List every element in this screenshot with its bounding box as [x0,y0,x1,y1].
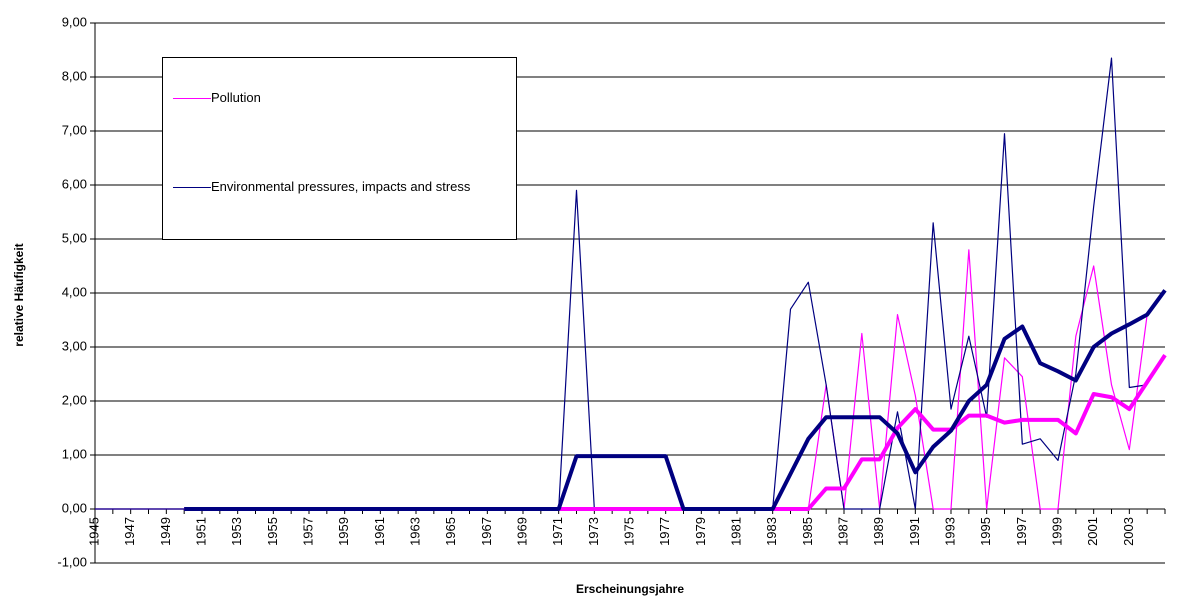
x-tick-label: 1981 [728,517,743,546]
x-tick-label: 1999 [1049,517,1064,546]
x-tick-label: 1963 [407,517,422,546]
y-tick-label: 3,00 [62,338,87,353]
x-tick-label: 1949 [158,517,173,546]
x-tick-label: 1967 [479,517,494,546]
y-tick-label: 8,00 [62,68,87,83]
x-tick-label: 1977 [657,517,672,546]
x-tick-label: 1973 [586,517,601,546]
x-tick-label: 1983 [764,517,779,546]
y-axis-label: relative Häufigkeit [12,243,26,346]
x-tick-label: 1971 [550,517,565,546]
x-tick-label: 1953 [229,517,244,546]
x-tick-label: 1993 [942,517,957,546]
x-tick-label: 1979 [693,517,708,546]
x-tick-label: 1989 [871,517,886,546]
legend-label: Pollution [211,90,261,105]
legend-swatch [173,187,211,188]
x-tick-label: 1975 [621,517,636,546]
x-tick-label: 1997 [1014,517,1029,546]
legend: Pollution Environmental pressures, impact… [162,57,517,240]
legend-label: Environmental pressures, impacts and str… [211,179,471,194]
x-tick-label: 1959 [336,517,351,546]
y-tick-label: 5,00 [62,230,87,245]
x-tick-label: 1951 [193,517,208,546]
y-tick-label: 7,00 [62,122,87,137]
x-tick-label: 1969 [514,517,529,546]
legend-item: Pollution [173,90,506,106]
x-tick-label: 1987 [835,517,850,546]
y-tick-label: 0,00 [62,500,87,515]
y-tick-label: 4,00 [62,284,87,299]
series-line [184,289,1167,511]
y-tick-label: -1,00 [57,554,87,569]
y-tick-label: 1,00 [62,446,87,461]
x-tick-label: 1955 [265,517,280,546]
x-tick-label: 2003 [1121,517,1136,546]
y-tick-label: 2,00 [62,392,87,407]
x-axis-label: Erscheinungsjahre [576,582,684,596]
y-tick-label: 9,00 [62,14,87,29]
x-tick-label: 2001 [1085,517,1100,546]
x-tick-label: 1995 [978,517,993,546]
legend-swatch [173,98,211,99]
x-tick-label: 1947 [122,517,137,546]
x-tick-label: 1961 [372,517,387,546]
legend-item: Environmental pressures, impacts and str… [173,179,506,195]
x-tick-label: 1985 [800,517,815,546]
x-tick-label: 1957 [300,517,315,546]
x-tick-label: 1965 [443,517,458,546]
x-tick-label: 1945 [86,517,101,546]
y-tick-label: 6,00 [62,176,87,191]
x-tick-label: 1991 [907,517,922,546]
